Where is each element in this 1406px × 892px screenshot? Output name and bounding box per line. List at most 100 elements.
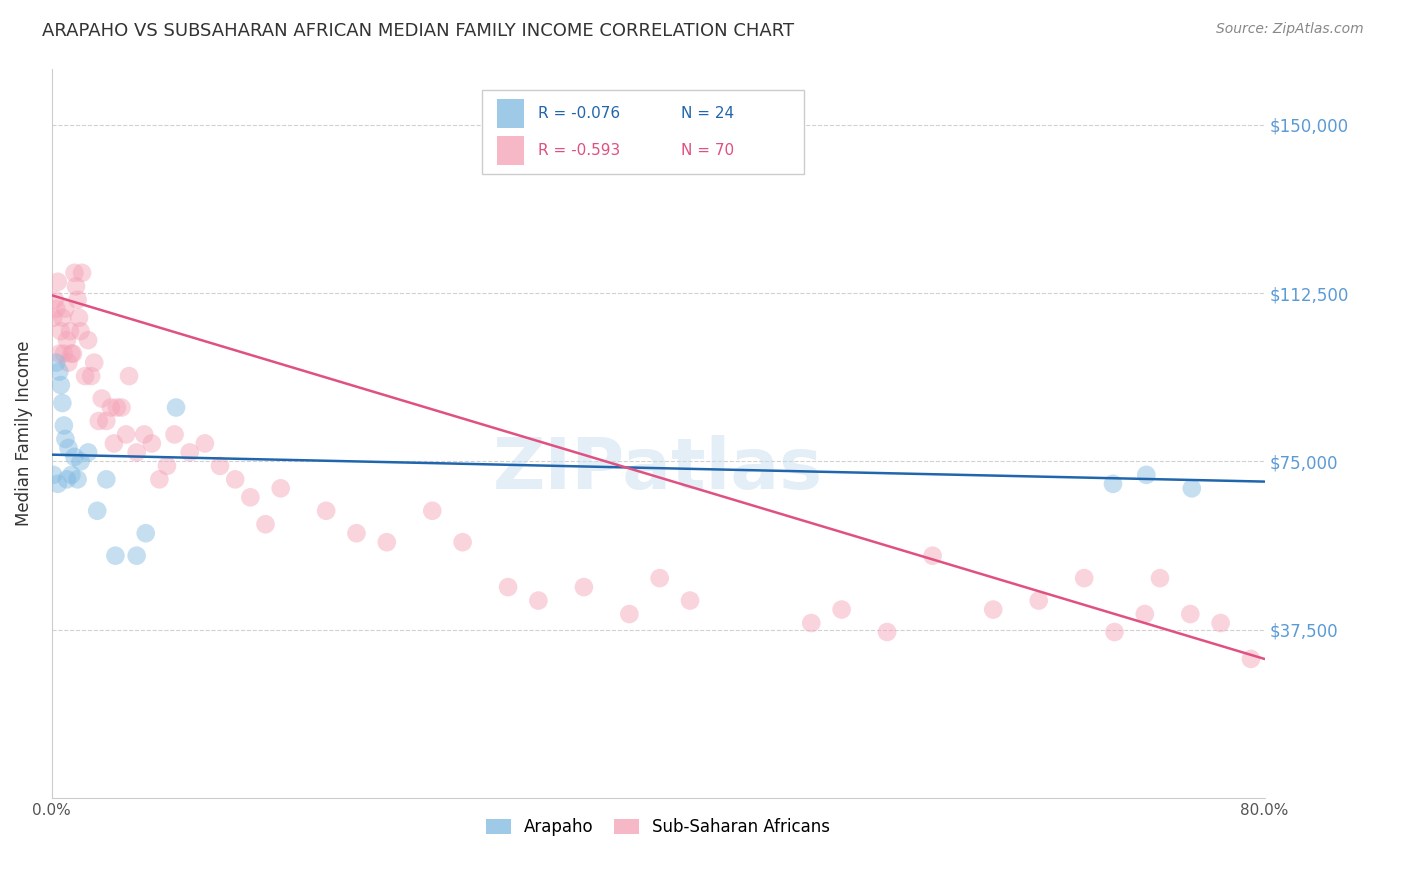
Legend: Arapaho, Sub-Saharan Africans: Arapaho, Sub-Saharan Africans bbox=[478, 810, 838, 845]
Point bbox=[80, 369, 103, 384]
Point bbox=[87, 414, 110, 428]
Bar bbox=[496, 99, 523, 128]
Point bbox=[52, 346, 75, 360]
Bar bbox=[496, 136, 523, 165]
Point bbox=[831, 602, 853, 616]
Point bbox=[165, 401, 187, 415]
Point bbox=[59, 324, 82, 338]
Point bbox=[69, 454, 91, 468]
Point bbox=[105, 401, 128, 415]
Point bbox=[148, 472, 170, 486]
Point bbox=[141, 436, 163, 450]
Point bbox=[1102, 476, 1125, 491]
Point bbox=[1149, 571, 1171, 585]
Point bbox=[51, 396, 73, 410]
Point bbox=[60, 467, 83, 482]
Point bbox=[179, 445, 201, 459]
Point bbox=[103, 436, 125, 450]
Point bbox=[315, 504, 337, 518]
Point bbox=[346, 526, 368, 541]
Point bbox=[134, 427, 156, 442]
Point bbox=[104, 549, 127, 563]
Point bbox=[48, 346, 70, 360]
Point bbox=[572, 580, 595, 594]
Point bbox=[110, 401, 132, 415]
Point bbox=[49, 378, 72, 392]
Point bbox=[921, 549, 943, 563]
Point bbox=[648, 571, 671, 585]
Point bbox=[45, 301, 67, 316]
Point bbox=[48, 365, 70, 379]
Point bbox=[77, 445, 100, 459]
Point bbox=[52, 418, 75, 433]
Point bbox=[1209, 615, 1232, 630]
Point bbox=[239, 491, 262, 505]
Point bbox=[135, 526, 157, 541]
Point bbox=[619, 607, 641, 621]
Point bbox=[75, 369, 97, 384]
Point bbox=[118, 369, 141, 384]
Point bbox=[527, 593, 550, 607]
Point bbox=[67, 310, 90, 325]
Text: R = -0.076: R = -0.076 bbox=[538, 106, 620, 121]
Point bbox=[125, 549, 148, 563]
Point bbox=[83, 356, 105, 370]
Point bbox=[62, 346, 84, 360]
Point bbox=[66, 472, 89, 486]
Point bbox=[96, 414, 118, 428]
Point bbox=[1135, 467, 1157, 482]
Point bbox=[51, 310, 73, 325]
Point bbox=[63, 266, 86, 280]
Point bbox=[66, 293, 89, 307]
Point bbox=[800, 615, 823, 630]
Point bbox=[876, 625, 898, 640]
Text: N = 70: N = 70 bbox=[682, 144, 734, 158]
Point bbox=[86, 504, 108, 518]
Point bbox=[254, 517, 277, 532]
Point bbox=[981, 602, 1004, 616]
Point bbox=[63, 450, 86, 464]
Point bbox=[69, 324, 91, 338]
Point bbox=[163, 427, 186, 442]
Point bbox=[46, 476, 69, 491]
Text: N = 24: N = 24 bbox=[682, 106, 734, 121]
Point bbox=[208, 458, 231, 473]
Point bbox=[1180, 607, 1202, 621]
Point bbox=[125, 445, 148, 459]
Point bbox=[679, 593, 702, 607]
Point bbox=[1240, 652, 1263, 666]
Point bbox=[451, 535, 474, 549]
Text: ZIPatlas: ZIPatlas bbox=[494, 435, 824, 504]
Point bbox=[42, 467, 65, 482]
Point bbox=[49, 324, 72, 338]
Text: ARAPAHO VS SUBSAHARAN AFRICAN MEDIAN FAMILY INCOME CORRELATION CHART: ARAPAHO VS SUBSAHARAN AFRICAN MEDIAN FAM… bbox=[42, 22, 794, 40]
Point bbox=[55, 301, 77, 316]
Y-axis label: Median Family Income: Median Family Income bbox=[15, 341, 32, 526]
Point bbox=[56, 333, 79, 347]
Point bbox=[65, 279, 87, 293]
Point bbox=[1181, 481, 1204, 495]
Point bbox=[224, 472, 246, 486]
Text: R = -0.593: R = -0.593 bbox=[538, 144, 620, 158]
Point bbox=[1133, 607, 1156, 621]
Point bbox=[115, 427, 138, 442]
Point bbox=[60, 346, 83, 360]
Point bbox=[45, 356, 67, 370]
FancyBboxPatch shape bbox=[482, 90, 804, 174]
Point bbox=[375, 535, 398, 549]
Point bbox=[56, 472, 79, 486]
Point bbox=[194, 436, 217, 450]
Point bbox=[1104, 625, 1126, 640]
Point bbox=[1028, 593, 1050, 607]
Point bbox=[44, 293, 66, 307]
Point bbox=[96, 472, 118, 486]
Point bbox=[58, 441, 80, 455]
Point bbox=[90, 392, 112, 406]
Point bbox=[77, 333, 100, 347]
Point bbox=[496, 580, 519, 594]
Point bbox=[420, 504, 443, 518]
Text: Source: ZipAtlas.com: Source: ZipAtlas.com bbox=[1216, 22, 1364, 37]
Point bbox=[1073, 571, 1095, 585]
Point bbox=[100, 401, 122, 415]
Point bbox=[270, 481, 292, 495]
